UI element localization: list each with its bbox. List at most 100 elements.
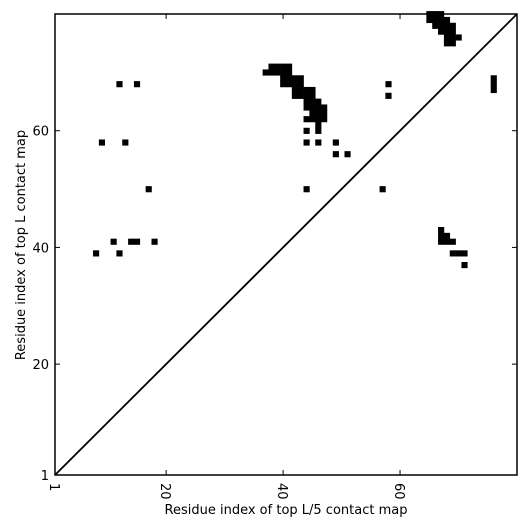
contact-cell (268, 69, 275, 76)
contact-cell (286, 75, 293, 82)
contact-cell (286, 63, 293, 70)
contact-cell (449, 22, 456, 29)
contact-cell (128, 238, 135, 245)
contact-cell (133, 238, 141, 245)
y-tick-label: 40 (32, 241, 49, 256)
contact-cell (303, 139, 310, 146)
contact-cell (315, 110, 322, 117)
contact-cell (443, 232, 451, 239)
contact-cell (432, 16, 439, 24)
contact-cell (133, 81, 141, 88)
contact-cell (438, 28, 445, 35)
contact-cells (93, 11, 497, 269)
contact-cell (449, 238, 456, 245)
contact-cell (303, 186, 310, 193)
contact-cell (303, 86, 310, 94)
contact-cell (455, 250, 462, 257)
y-axis-label: Residue index of top L contact map (14, 130, 29, 360)
contact-cell (315, 127, 322, 134)
contact-cell (122, 139, 129, 146)
contact-cell (315, 104, 322, 111)
contact-cell (449, 28, 456, 35)
contact-cell (449, 40, 456, 47)
contact-cell (303, 116, 310, 123)
diagonal-line (54, 13, 518, 476)
contact-cell (315, 121, 322, 129)
contact-cell (303, 127, 310, 134)
contact-cell (268, 63, 275, 70)
contact-cell (332, 139, 339, 146)
contact-cell (297, 81, 304, 88)
contact-cell (98, 139, 106, 146)
contact-cell (321, 110, 328, 117)
contact-cell (443, 40, 451, 47)
axis-ticks: 1 20 40 60 1 20 40 60 (32, 14, 517, 500)
contact-cell (303, 104, 310, 111)
contact-cell (274, 63, 281, 70)
contact-cell (438, 238, 445, 245)
contact-cell (443, 28, 451, 35)
contact-cell (145, 186, 152, 193)
contact-cell (291, 75, 298, 82)
x-tick-label: 60 (391, 483, 406, 500)
contact-cell (280, 75, 287, 82)
contact-cell (116, 250, 123, 257)
contact-cell (443, 238, 451, 245)
contact-cell (449, 250, 456, 257)
contact-cell (303, 92, 310, 99)
contact-cell (438, 16, 445, 24)
plot-frame (54, 13, 518, 476)
contact-cell (286, 81, 293, 88)
contact-cell (461, 262, 468, 269)
contact-cell (344, 151, 351, 158)
contact-cell (490, 75, 497, 82)
contact-cell (443, 34, 451, 41)
contact-cell (291, 92, 298, 99)
y-tick-label: 1 (41, 469, 49, 484)
contact-cell (291, 86, 298, 94)
x-axis-label: Residue index of top L/5 contact map (165, 503, 408, 518)
contact-cell (438, 232, 445, 239)
contact-cell (280, 81, 287, 88)
contact-cell (280, 63, 287, 70)
contact-cell (309, 116, 316, 123)
contact-cell (151, 238, 158, 245)
contact-cell (110, 238, 117, 245)
contact-cell (490, 86, 497, 94)
contact-cell (449, 34, 456, 41)
contact-cell (297, 75, 304, 82)
contact-cell (315, 98, 322, 105)
x-tick-label: 1 (46, 483, 61, 491)
contact-cell (315, 139, 322, 146)
contact-cell (432, 22, 439, 29)
contact-cell (297, 86, 304, 94)
contact-cell (274, 69, 281, 76)
contact-cell (309, 92, 316, 99)
contact-cell (280, 69, 287, 76)
contact-cell (490, 81, 497, 88)
contact-cell (426, 16, 433, 24)
contact-cell (315, 116, 322, 123)
contact-cell (332, 151, 339, 158)
contact-cell (309, 86, 316, 94)
contact-cell (93, 250, 100, 257)
y-tick-label: 20 (32, 358, 49, 373)
contact-cell (309, 104, 316, 111)
contact-cell (286, 69, 293, 76)
contact-cell (385, 81, 392, 88)
contact-cell (443, 16, 451, 24)
contact-cell (461, 250, 468, 257)
contact-cell (303, 98, 310, 105)
contact-cell (379, 186, 386, 193)
contact-cell (309, 98, 316, 105)
contact-cell (385, 92, 392, 99)
x-tick-label: 40 (274, 483, 289, 500)
contact-cell (321, 104, 328, 111)
x-tick-label: 20 (157, 483, 172, 500)
contact-cell (262, 69, 269, 76)
contact-cell (443, 22, 451, 29)
contact-cell (438, 226, 445, 234)
contact-cell (438, 22, 445, 29)
contact-cell (309, 110, 316, 117)
